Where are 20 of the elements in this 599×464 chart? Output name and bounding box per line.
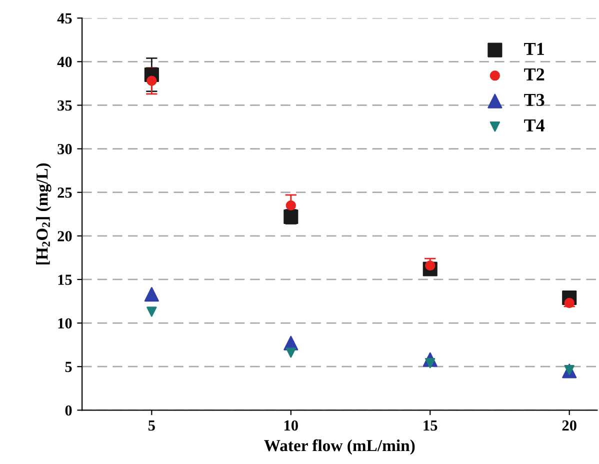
x-tick-label: 20 <box>562 420 576 431</box>
y-tick-label: 20 <box>58 231 72 242</box>
legend-label: T1 <box>524 42 544 55</box>
y-tick-label: 0 <box>65 405 72 416</box>
x-tick-label: 10 <box>284 420 298 431</box>
y-tick-label: 15 <box>58 274 72 285</box>
legend-label: T3 <box>524 94 544 106</box>
legend-label: T2 <box>524 68 544 80</box>
y-tick-label: 35 <box>58 100 72 111</box>
y-tick-label: 30 <box>58 144 72 154</box>
y-tick-label: 40 <box>57 56 72 68</box>
legend-label: T4 <box>524 119 545 132</box>
x-tick-label: 5 <box>148 420 155 431</box>
y-tick-label: 10 <box>58 318 72 328</box>
y-tick-label: 5 <box>65 362 72 372</box>
y-axis-title: [H$_{2}$O$_{2}$] (mg/L) <box>36 163 52 264</box>
y-tick-label: 45 <box>57 13 72 24</box>
y-tick-label: 25 <box>58 188 72 198</box>
x-axis-title: Water flow (mL/min) <box>264 439 415 455</box>
x-tick-label: 15 <box>424 420 438 431</box>
